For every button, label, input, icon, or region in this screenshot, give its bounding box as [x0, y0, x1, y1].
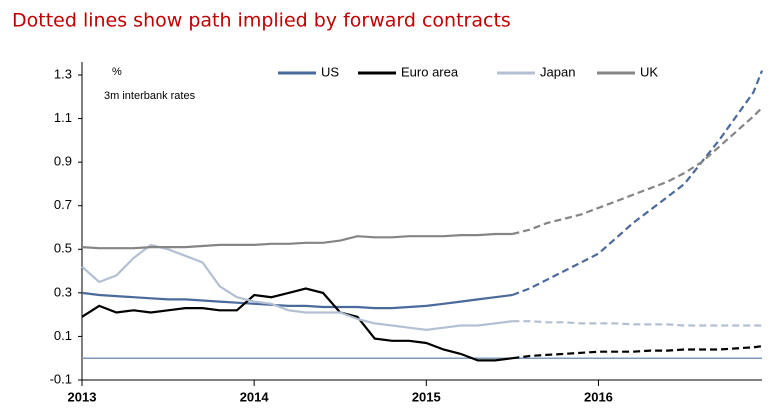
chart-title: Dotted lines show path implied by forwar… [12, 10, 511, 32]
legend-label: Japan [540, 64, 575, 79]
forward-line [512, 70, 764, 297]
legend-label: UK [640, 64, 658, 79]
y-tick-label: 1.3 [54, 66, 72, 81]
y-tick-label: 0.7 [54, 197, 72, 212]
y-tick-label: 0.3 [54, 284, 72, 299]
x-tick-label: 2013 [68, 389, 97, 404]
legend-label: US [321, 64, 339, 79]
y-tick-label: 1.1 [54, 110, 72, 125]
x-tick-label: 2015 [412, 389, 441, 404]
forward-line [512, 106, 763, 236]
series-line [81, 291, 513, 310]
unit-annotation: % [112, 66, 122, 78]
x-tick-label: 2014 [240, 389, 270, 404]
y-tick-label: 0.1 [54, 328, 72, 343]
series-line [81, 232, 513, 250]
forward-line [512, 320, 762, 327]
annotation: 3m interbank rates [104, 90, 196, 102]
forward-line [512, 345, 763, 360]
series-line [81, 243, 513, 332]
x-tick-label: 2016 [584, 389, 613, 404]
y-tick-label: 0.5 [54, 241, 72, 256]
legend-label: Euro area [401, 64, 459, 79]
y-tick-label: -0.1 [50, 371, 72, 386]
y-tick-label: 0.9 [54, 154, 72, 169]
series-line [81, 287, 513, 362]
